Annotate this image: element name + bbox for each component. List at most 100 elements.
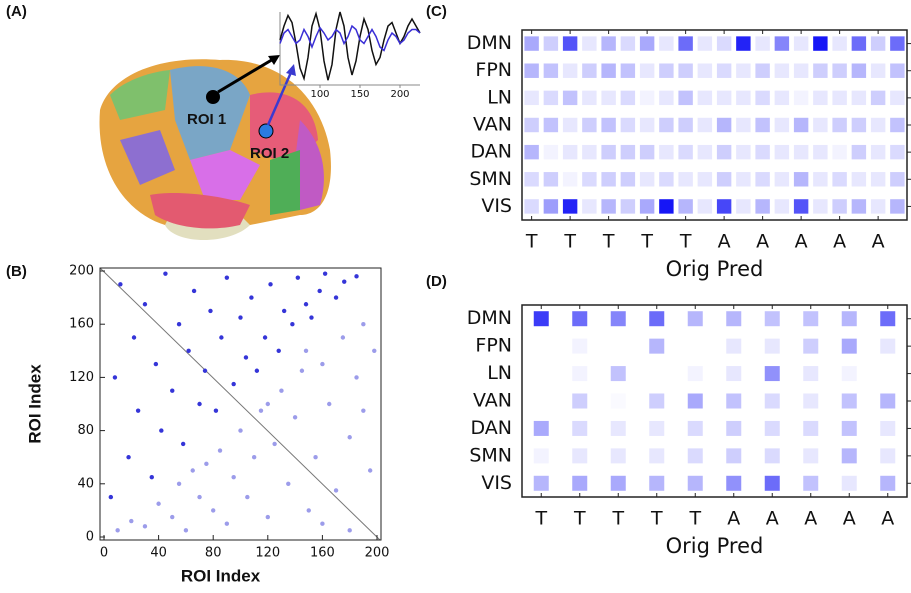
y-tick-label: 80 bbox=[77, 423, 94, 438]
point bbox=[219, 335, 224, 340]
cell bbox=[890, 117, 905, 133]
cell bbox=[562, 117, 578, 133]
cell bbox=[649, 420, 665, 436]
cell bbox=[736, 90, 751, 106]
point bbox=[190, 468, 195, 473]
cell bbox=[543, 36, 559, 51]
point bbox=[361, 322, 366, 327]
cell bbox=[659, 144, 674, 160]
cell bbox=[562, 199, 578, 214]
point bbox=[268, 282, 273, 287]
cell bbox=[639, 36, 655, 51]
cell bbox=[543, 144, 559, 160]
cell bbox=[524, 63, 539, 78]
cell bbox=[890, 199, 905, 214]
point bbox=[238, 428, 243, 433]
cell bbox=[659, 117, 674, 133]
cell bbox=[716, 90, 732, 106]
cell bbox=[832, 172, 847, 187]
cell bbox=[562, 144, 578, 160]
point bbox=[176, 481, 182, 486]
cell bbox=[793, 172, 809, 187]
cell bbox=[890, 63, 905, 78]
point bbox=[272, 441, 277, 447]
point bbox=[245, 494, 250, 500]
cell bbox=[841, 448, 857, 464]
point bbox=[317, 288, 322, 294]
cell bbox=[524, 199, 539, 214]
point bbox=[126, 455, 131, 460]
cell bbox=[659, 172, 674, 187]
point bbox=[372, 348, 377, 353]
cell bbox=[841, 393, 857, 409]
cell bbox=[678, 90, 693, 106]
y-tick-label: 0 bbox=[86, 530, 94, 545]
point bbox=[303, 302, 309, 307]
point bbox=[286, 481, 291, 486]
row-label: FPN bbox=[475, 59, 512, 81]
point bbox=[292, 415, 298, 420]
point bbox=[309, 315, 314, 320]
cell bbox=[697, 90, 713, 106]
cell bbox=[880, 448, 896, 464]
cell bbox=[851, 63, 867, 78]
cell bbox=[687, 338, 703, 354]
cell bbox=[764, 420, 780, 436]
cell bbox=[601, 172, 616, 187]
point bbox=[224, 275, 230, 280]
cell bbox=[687, 448, 703, 464]
point bbox=[322, 271, 328, 276]
cell bbox=[813, 63, 828, 78]
cell bbox=[841, 338, 857, 354]
y-axis-label: ROI Index bbox=[25, 364, 44, 444]
cell bbox=[832, 36, 847, 51]
point bbox=[354, 274, 359, 279]
row-label: LN bbox=[487, 362, 512, 384]
x-tick-label: A bbox=[756, 231, 769, 253]
cell bbox=[678, 117, 693, 133]
point bbox=[142, 302, 148, 307]
x-tick-label: 100 bbox=[310, 89, 329, 100]
cell bbox=[572, 366, 588, 382]
cell bbox=[880, 311, 896, 327]
point bbox=[202, 368, 208, 373]
point bbox=[347, 528, 352, 533]
cell bbox=[764, 311, 780, 327]
cell bbox=[880, 366, 896, 382]
cell bbox=[841, 311, 857, 327]
cell bbox=[803, 338, 819, 354]
cell bbox=[697, 63, 713, 78]
point bbox=[156, 501, 161, 506]
cell bbox=[755, 63, 770, 78]
cell bbox=[813, 172, 828, 187]
point bbox=[299, 368, 305, 373]
row-label: VAN bbox=[473, 114, 512, 136]
plot-frame bbox=[521, 29, 908, 221]
cell bbox=[620, 199, 636, 214]
cell bbox=[582, 144, 597, 160]
cell bbox=[524, 172, 539, 187]
cell bbox=[610, 448, 626, 464]
row-label: DAN bbox=[470, 141, 512, 163]
point bbox=[149, 474, 154, 480]
point bbox=[183, 528, 189, 533]
x-tick-label: T bbox=[679, 231, 692, 253]
cell bbox=[851, 199, 867, 214]
point bbox=[197, 401, 202, 407]
cell bbox=[659, 36, 674, 51]
point bbox=[231, 474, 236, 480]
cell bbox=[543, 90, 559, 106]
x-tick-label: T bbox=[534, 508, 547, 530]
cell bbox=[880, 420, 896, 436]
roi-label: ROI 2 bbox=[250, 145, 289, 162]
cell bbox=[803, 311, 819, 327]
cell bbox=[687, 366, 703, 382]
cell bbox=[639, 172, 655, 187]
x-tick-label: 0 bbox=[100, 546, 108, 561]
cell bbox=[870, 36, 886, 51]
x-axis-label: Orig Pred bbox=[666, 534, 764, 558]
row-label: SMN bbox=[469, 444, 512, 466]
cell bbox=[736, 144, 751, 160]
y-tick-label: 200 bbox=[69, 264, 94, 279]
cell bbox=[870, 172, 886, 187]
